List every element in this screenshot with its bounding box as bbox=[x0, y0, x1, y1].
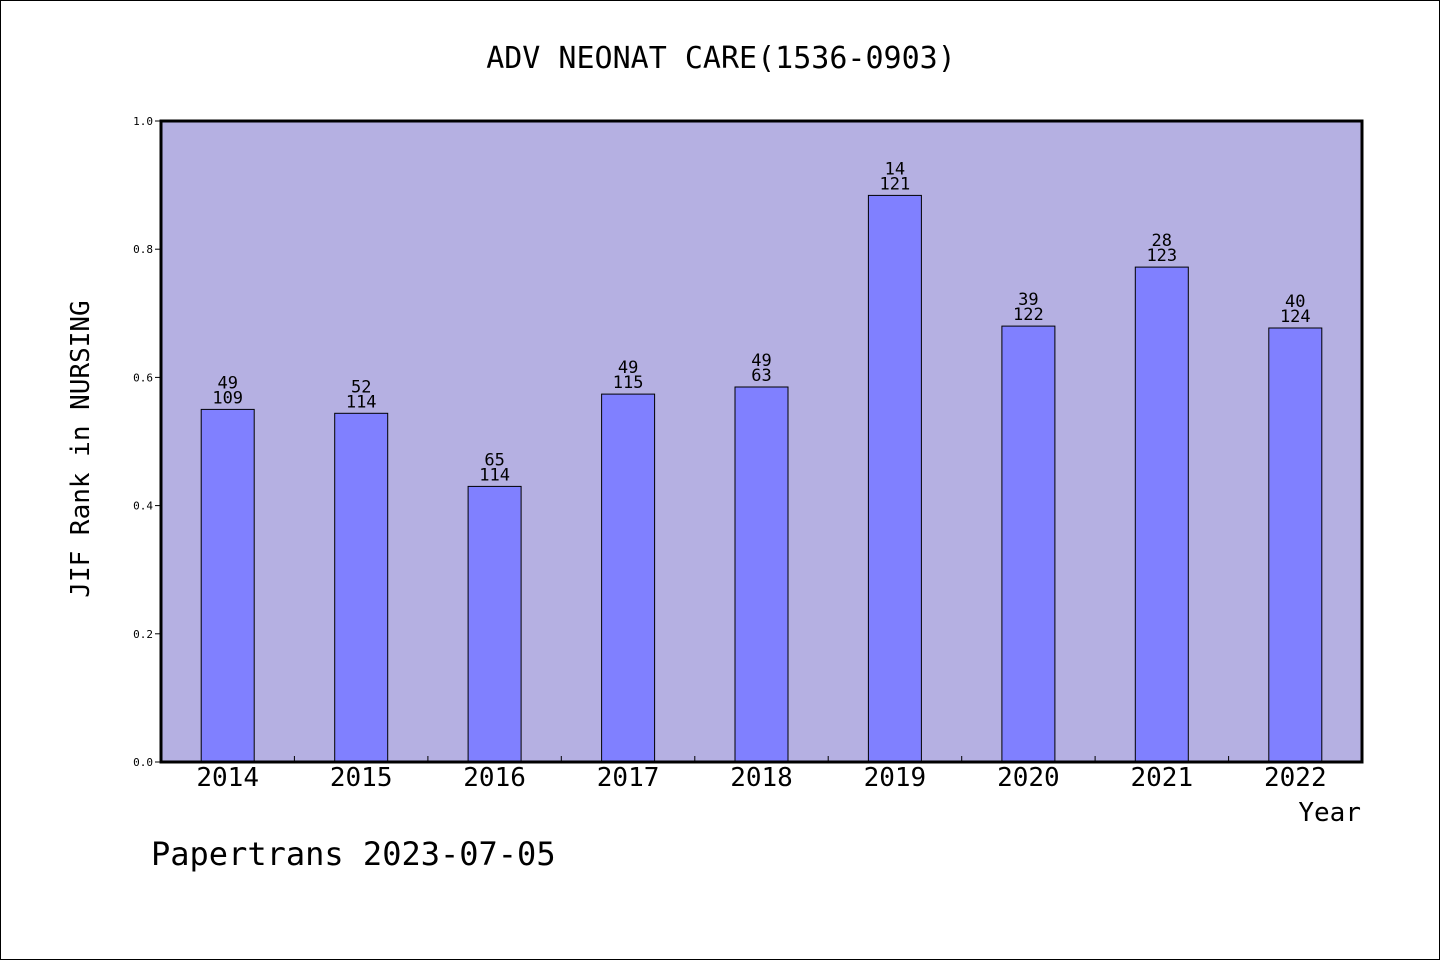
bar-rank-label-2015: 52 bbox=[351, 377, 371, 397]
bar-total-label-2015: 114 bbox=[346, 392, 377, 412]
bar-2022 bbox=[1268, 327, 1323, 763]
y-axis-label: JIF Rank in NURSING bbox=[66, 300, 96, 597]
x-tick-label-2022: 2022 bbox=[1264, 763, 1327, 793]
x-tick-label-2018: 2018 bbox=[730, 763, 793, 793]
bar-total-label-2019: 121 bbox=[880, 174, 911, 194]
bar-2020 bbox=[1001, 325, 1056, 763]
y-tick-label-0.4: 0.4 bbox=[133, 500, 153, 513]
bar-total-label-2017: 115 bbox=[613, 373, 644, 393]
bar-rank-label-2022: 40 bbox=[1285, 292, 1305, 312]
bars-group: 4910952114651144911549631412139122281234… bbox=[200, 159, 1323, 763]
chart-title: ADV NEONAT CARE(1536-0903) bbox=[486, 41, 956, 76]
y-tick-label-1.0: 1.0 bbox=[133, 115, 153, 128]
x-tick-label-2015: 2015 bbox=[330, 763, 393, 793]
x-axis-label: Year bbox=[1298, 798, 1361, 828]
bar-2018 bbox=[734, 386, 789, 763]
ticks-group: 2014 2015 2016 2017 2018 2019 2020 2021 2022 0.0 0… bbox=[133, 115, 1326, 793]
bar-2019 bbox=[867, 194, 922, 763]
x-tick-label-2019: 2019 bbox=[864, 763, 927, 793]
bar-2021 bbox=[1134, 266, 1189, 763]
bar-total-label-2022: 124 bbox=[1280, 307, 1311, 327]
bar-2016 bbox=[467, 485, 522, 763]
bar-2015 bbox=[334, 412, 389, 763]
x-tick-label-2016: 2016 bbox=[463, 763, 526, 793]
bar-total-label-2016: 114 bbox=[479, 465, 510, 485]
bar-total-label-2014: 109 bbox=[212, 388, 243, 408]
x-tick-label-2014: 2014 bbox=[196, 763, 259, 793]
y-tick-label-0.6: 0.6 bbox=[133, 371, 153, 384]
x-tick-label-2020: 2020 bbox=[997, 763, 1060, 793]
bar-rank-label-2014: 49 bbox=[217, 373, 237, 393]
y-tick-label-0.8: 0.8 bbox=[133, 243, 153, 256]
bar-total-label-2021: 123 bbox=[1146, 246, 1177, 266]
bar-rank-label-2018: 49 bbox=[751, 351, 771, 371]
bar-total-label-2020: 122 bbox=[1013, 305, 1044, 325]
y-tick-label-0.0: 0.0 bbox=[133, 756, 153, 769]
bar-rank-label-2017: 49 bbox=[618, 358, 638, 378]
bar-2017 bbox=[601, 393, 656, 763]
footer-watermark: Papertrans 2023-07-05 bbox=[151, 835, 556, 873]
x-tick-label-2021: 2021 bbox=[1130, 763, 1193, 793]
bar-2014 bbox=[200, 408, 255, 763]
y-tick-label-0.2: 0.2 bbox=[133, 628, 153, 641]
bar-rank-label-2016: 65 bbox=[484, 450, 504, 470]
bar-rank-label-2019: 14 bbox=[885, 159, 905, 179]
bar-rank-label-2021: 28 bbox=[1152, 231, 1172, 251]
plot-border bbox=[159, 119, 1364, 764]
bar-rank-label-2020: 39 bbox=[1018, 290, 1038, 310]
x-tick-label-2017: 2017 bbox=[597, 763, 660, 793]
bar-total-label-2018: 63 bbox=[751, 366, 771, 386]
